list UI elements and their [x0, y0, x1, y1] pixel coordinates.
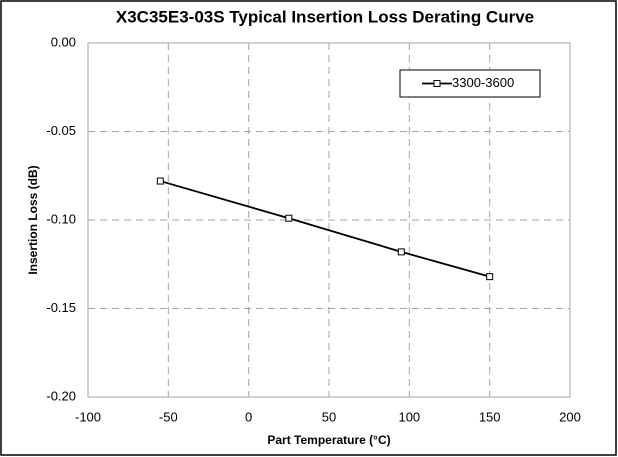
y-tick-label: -0.15 [46, 300, 76, 315]
x-axis-label: Part Temperature (°C) [267, 433, 390, 447]
series-line [160, 180, 490, 278]
x-tick-label: -50 [159, 409, 178, 424]
legend-label: 3300-3600 [452, 75, 514, 90]
x-tick-label: -100 [75, 409, 101, 424]
legend-marker [433, 80, 441, 87]
y-tick-label: 0.00 [51, 34, 76, 49]
x-tick-label: 150 [479, 409, 501, 424]
y-tick-label: -0.10 [46, 211, 76, 226]
y-tick-label: -0.05 [46, 123, 76, 138]
point-marker [285, 214, 293, 222]
plot-area [87, 42, 571, 398]
point-marker [156, 177, 164, 185]
y-axis-label: Insertion Loss (dB) [26, 165, 40, 274]
y-tick-label: -0.20 [46, 388, 76, 403]
chart-title: X3C35E3-03S Typical Insertion Loss Derat… [116, 7, 534, 26]
x-tick-label: 100 [398, 409, 420, 424]
point-marker [397, 248, 405, 256]
x-tick-label: 50 [322, 409, 336, 424]
point-marker [486, 273, 494, 281]
x-tick-label: 200 [559, 409, 581, 424]
x-tick-label: 0 [245, 409, 252, 424]
